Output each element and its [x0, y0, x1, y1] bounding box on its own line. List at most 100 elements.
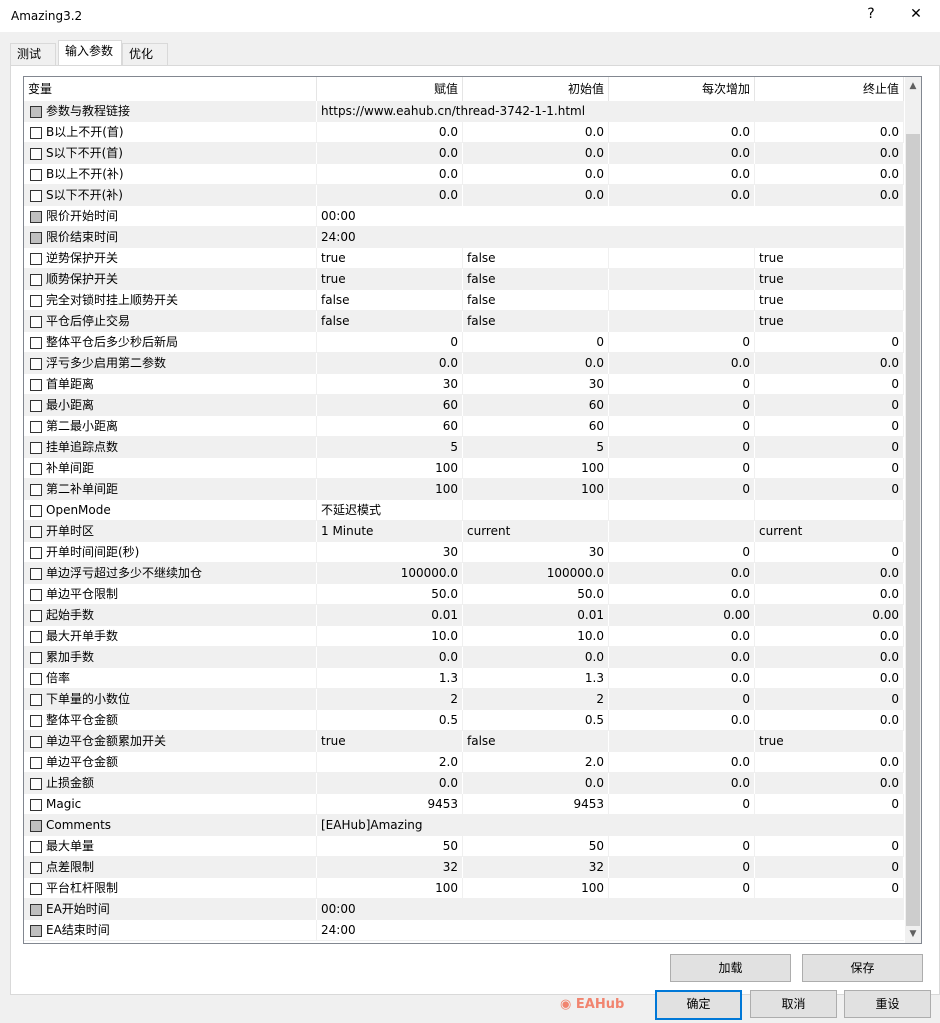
- table-row[interactable]: 倍率 1.3 1.3 0.0 0.0: [24, 668, 904, 689]
- start-cell[interactable]: 0.0: [463, 647, 609, 668]
- start-cell[interactable]: 50: [463, 836, 609, 857]
- step-cell[interactable]: [609, 500, 755, 521]
- optimize-checkbox[interactable]: [30, 568, 42, 580]
- optimize-checkbox[interactable]: [30, 253, 42, 265]
- table-row[interactable]: 逆势保护开关 true false true: [24, 248, 904, 269]
- step-cell[interactable]: [609, 269, 755, 290]
- stop-cell[interactable]: 0.0: [755, 647, 904, 668]
- start-cell[interactable]: 9453: [463, 794, 609, 815]
- start-cell[interactable]: 5: [463, 437, 609, 458]
- step-cell[interactable]: 0.0: [609, 122, 755, 143]
- value-cell[interactable]: 5: [317, 437, 463, 458]
- table-row[interactable]: 第二最小距离 60 60 0 0: [24, 416, 904, 437]
- step-cell[interactable]: 0.0: [609, 185, 755, 206]
- start-cell[interactable]: 100: [463, 878, 609, 899]
- optimize-checkbox[interactable]: [30, 673, 42, 685]
- stop-cell[interactable]: 0.0: [755, 122, 904, 143]
- start-cell[interactable]: false: [463, 248, 609, 269]
- optimize-checkbox[interactable]: [30, 589, 42, 601]
- step-cell[interactable]: [609, 290, 755, 311]
- optimize-checkbox[interactable]: [30, 925, 42, 937]
- start-cell[interactable]: false: [463, 311, 609, 332]
- optimize-checkbox[interactable]: [30, 820, 42, 832]
- step-cell[interactable]: 0.0: [609, 668, 755, 689]
- table-row[interactable]: EA结束时间 24:00: [24, 920, 904, 941]
- optimize-checkbox[interactable]: [30, 484, 42, 496]
- value-cell[interactable]: 100: [317, 878, 463, 899]
- start-cell[interactable]: 10.0: [463, 626, 609, 647]
- stop-cell[interactable]: 0.0: [755, 143, 904, 164]
- step-cell[interactable]: 0.0: [609, 710, 755, 731]
- optimize-checkbox[interactable]: [30, 316, 42, 328]
- value-cell[interactable]: 32: [317, 857, 463, 878]
- stop-cell[interactable]: true: [755, 269, 904, 290]
- optimize-checkbox[interactable]: [30, 106, 42, 118]
- stop-cell[interactable]: 0: [755, 479, 904, 500]
- table-row[interactable]: 开单时间间距(秒) 30 30 0 0: [24, 542, 904, 563]
- stop-cell[interactable]: 0.0: [755, 164, 904, 185]
- optimize-checkbox[interactable]: [30, 379, 42, 391]
- stop-cell[interactable]: 0.0: [755, 353, 904, 374]
- start-cell[interactable]: 0.0: [463, 353, 609, 374]
- stop-cell[interactable]: true: [755, 248, 904, 269]
- start-cell[interactable]: 0.0: [463, 185, 609, 206]
- optimize-checkbox[interactable]: [30, 883, 42, 895]
- stop-cell[interactable]: true: [755, 290, 904, 311]
- column-header-variable[interactable]: 变量: [24, 77, 317, 101]
- stop-cell[interactable]: 0: [755, 542, 904, 563]
- value-cell[interactable]: https://www.eahub.cn/thread-3742-1-1.htm…: [321, 104, 586, 118]
- optimize-checkbox[interactable]: [30, 778, 42, 790]
- stop-cell[interactable]: true: [755, 311, 904, 332]
- stop-cell[interactable]: 0: [755, 437, 904, 458]
- start-cell[interactable]: 0.5: [463, 710, 609, 731]
- value-cell[interactable]: true: [317, 269, 463, 290]
- table-row[interactable]: 第二补单间距 100 100 0 0: [24, 479, 904, 500]
- optimize-checkbox[interactable]: [30, 127, 42, 139]
- value-cell[interactable]: 30: [317, 374, 463, 395]
- value-cell[interactable]: 100000.0: [317, 563, 463, 584]
- start-cell[interactable]: 0: [463, 332, 609, 353]
- start-cell[interactable]: 100: [463, 458, 609, 479]
- start-cell[interactable]: 30: [463, 374, 609, 395]
- value-cell[interactable]: 不延迟模式: [317, 500, 463, 521]
- value-cell[interactable]: 1 Minute: [317, 521, 463, 542]
- table-row[interactable]: 单边浮亏超过多少不继续加仓 100000.0 100000.0 0.0 0.0: [24, 563, 904, 584]
- reset-button[interactable]: 重设: [844, 990, 931, 1018]
- value-cell[interactable]: 0.0: [317, 143, 463, 164]
- stop-cell[interactable]: 0: [755, 416, 904, 437]
- value-cell[interactable]: 0.0: [317, 122, 463, 143]
- step-cell[interactable]: 0: [609, 794, 755, 815]
- value-cell[interactable]: 0.01: [317, 605, 463, 626]
- step-cell[interactable]: 0: [609, 689, 755, 710]
- step-cell[interactable]: 0: [609, 836, 755, 857]
- optimize-checkbox[interactable]: [30, 841, 42, 853]
- value-cell[interactable]: 00:00: [321, 902, 356, 916]
- optimize-checkbox[interactable]: [30, 358, 42, 370]
- scroll-down-icon[interactable]: ▼: [909, 929, 917, 939]
- table-row[interactable]: 平仓后停止交易 false false true: [24, 311, 904, 332]
- table-row[interactable]: 止损金额 0.0 0.0 0.0 0.0: [24, 773, 904, 794]
- value-cell[interactable]: 0.0: [317, 164, 463, 185]
- optimize-checkbox[interactable]: [30, 631, 42, 643]
- value-cell[interactable]: 60: [317, 416, 463, 437]
- stop-cell[interactable]: 0: [755, 794, 904, 815]
- stop-cell[interactable]: 0.0: [755, 752, 904, 773]
- vertical-scrollbar[interactable]: ▲ ▼: [905, 77, 921, 943]
- step-cell[interactable]: 0.0: [609, 647, 755, 668]
- value-cell[interactable]: false: [317, 311, 463, 332]
- value-cell[interactable]: [EAHub]Amazing: [321, 818, 423, 832]
- value-cell[interactable]: 60: [317, 395, 463, 416]
- optimize-checkbox[interactable]: [30, 232, 42, 244]
- optimize-checkbox[interactable]: [30, 652, 42, 664]
- start-cell[interactable]: 32: [463, 857, 609, 878]
- value-cell[interactable]: 2.0: [317, 752, 463, 773]
- start-cell[interactable]: 30: [463, 542, 609, 563]
- table-row[interactable]: Magic 9453 9453 0 0: [24, 794, 904, 815]
- value-cell[interactable]: 24:00: [321, 923, 356, 937]
- value-cell[interactable]: 2: [317, 689, 463, 710]
- step-cell[interactable]: 0: [609, 542, 755, 563]
- table-row[interactable]: 顺势保护开关 true false true: [24, 269, 904, 290]
- help-button[interactable]: ?: [867, 6, 875, 22]
- step-cell[interactable]: 0: [609, 395, 755, 416]
- step-cell[interactable]: 0: [609, 437, 755, 458]
